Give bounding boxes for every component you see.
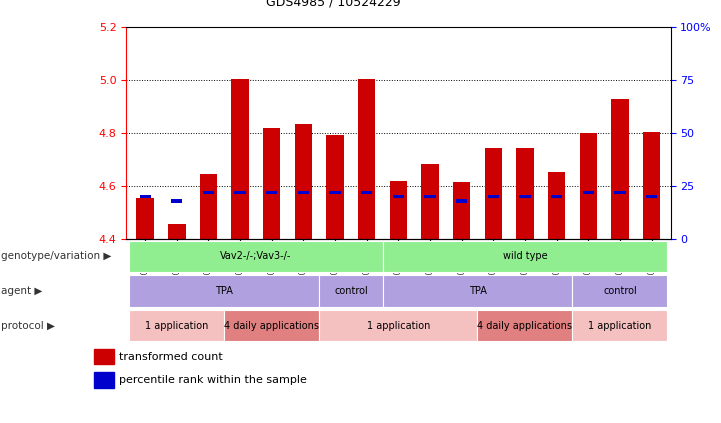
Bar	[453, 182, 470, 239]
Bar	[516, 148, 534, 239]
Text: wild type: wild type	[503, 251, 547, 261]
Bar	[136, 198, 154, 239]
Bar	[487, 195, 499, 198]
Bar	[611, 99, 629, 239]
Bar	[234, 191, 246, 194]
Text: percentile rank within the sample: percentile rank within the sample	[119, 375, 307, 385]
Text: control: control	[603, 286, 637, 296]
Bar	[548, 172, 565, 239]
Bar	[477, 310, 572, 341]
Text: agent ▶: agent ▶	[1, 286, 43, 296]
Bar	[319, 310, 477, 341]
Text: Vav2-/-;Vav3-/-: Vav2-/-;Vav3-/-	[220, 251, 291, 261]
Text: protocol ▶: protocol ▶	[1, 321, 56, 331]
Bar	[266, 191, 278, 194]
Text: 4 daily applications: 4 daily applications	[477, 321, 572, 331]
Bar	[298, 191, 309, 194]
Bar	[393, 195, 404, 198]
Bar	[200, 174, 217, 239]
Bar	[129, 241, 383, 272]
Text: 1 application: 1 application	[367, 321, 430, 331]
Bar	[319, 275, 383, 307]
Bar	[421, 164, 438, 239]
Bar	[171, 199, 182, 203]
Text: control: control	[334, 286, 368, 296]
Bar	[389, 181, 407, 239]
Text: 1 application: 1 application	[588, 321, 652, 331]
Bar	[551, 195, 562, 198]
Bar	[94, 373, 114, 388]
Bar	[383, 275, 572, 307]
Text: TPA: TPA	[469, 286, 487, 296]
Bar	[224, 310, 319, 341]
Bar	[139, 195, 151, 198]
Bar	[295, 124, 312, 239]
Bar	[614, 191, 626, 194]
Bar	[168, 225, 185, 239]
Bar	[572, 310, 668, 341]
Bar	[580, 133, 597, 239]
Bar	[327, 135, 344, 239]
Bar	[231, 79, 249, 239]
Text: 1 application: 1 application	[145, 321, 208, 331]
Bar	[583, 191, 594, 194]
Text: TPA: TPA	[216, 286, 233, 296]
Bar	[572, 275, 668, 307]
Bar	[361, 191, 372, 194]
Bar	[94, 349, 114, 364]
Bar	[129, 275, 319, 307]
Bar	[329, 191, 341, 194]
Bar	[485, 148, 502, 239]
Text: transformed count: transformed count	[119, 352, 223, 362]
Bar	[383, 241, 668, 272]
Bar	[646, 195, 658, 198]
Text: genotype/variation ▶: genotype/variation ▶	[1, 251, 112, 261]
Bar	[519, 195, 531, 198]
Text: 4 daily applications: 4 daily applications	[224, 321, 319, 331]
Bar	[263, 128, 280, 239]
Bar	[643, 132, 660, 239]
Bar	[358, 79, 376, 239]
Bar	[456, 199, 467, 203]
Bar	[203, 191, 214, 194]
Bar	[129, 310, 224, 341]
Bar	[425, 195, 435, 198]
Text: GDS4985 / 10524229: GDS4985 / 10524229	[266, 0, 400, 8]
